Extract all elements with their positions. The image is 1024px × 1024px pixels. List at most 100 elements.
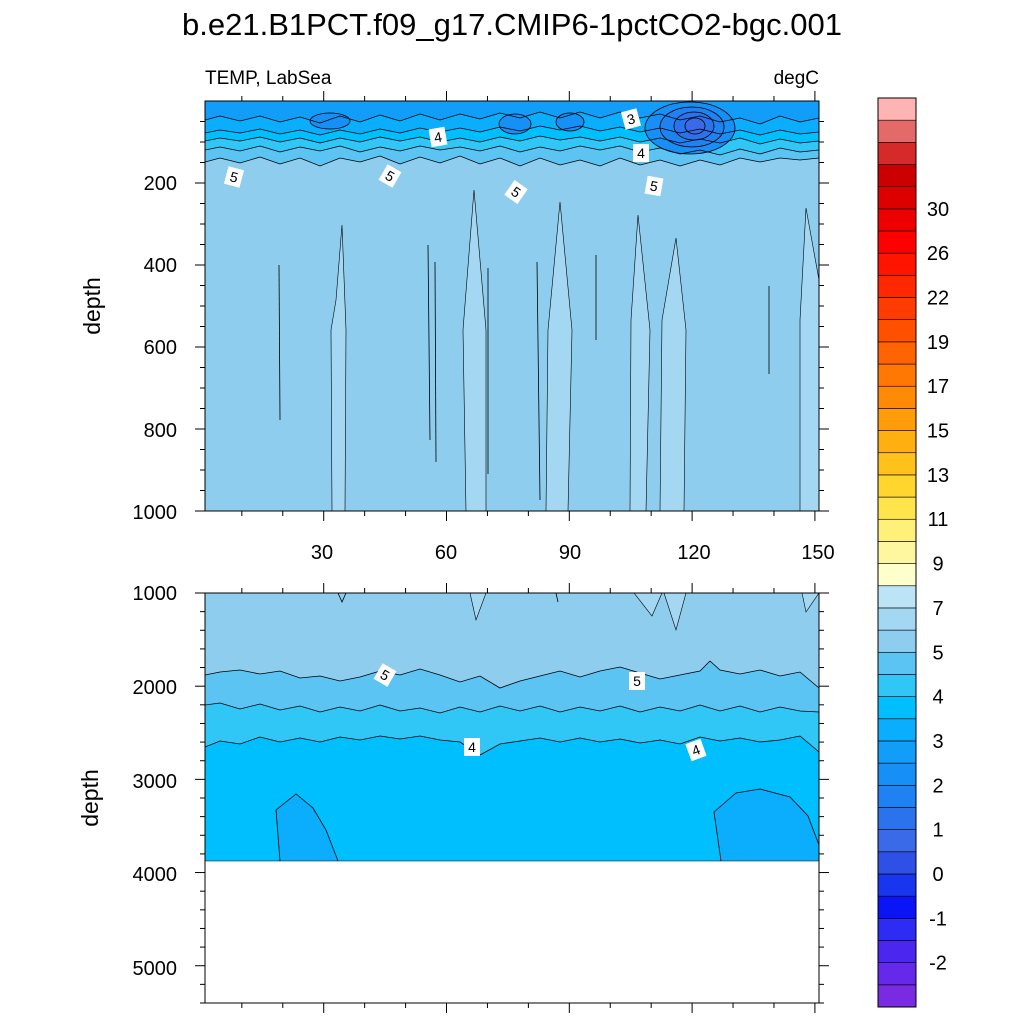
- top-y-tick-1000: 1000: [133, 502, 178, 524]
- colorbar-label: 11: [928, 509, 949, 531]
- colorbar-label: 19: [927, 332, 949, 354]
- contour-label: 4: [685, 738, 707, 762]
- bottom-warm-tongue-2: [633, 593, 663, 617]
- colorbar-label: 22: [927, 288, 949, 310]
- colorbar-cell: [877, 275, 917, 298]
- variable-label: TEMP, LabSea: [205, 68, 332, 89]
- colorbar-label: 17: [927, 376, 949, 398]
- warm-column-1: [330, 224, 347, 511]
- axis-tick-marks: [195, 91, 829, 1013]
- cold-pocket-3: [310, 113, 350, 129]
- contour-label: 3: [620, 108, 642, 130]
- colorbar-cell: [877, 164, 917, 187]
- top-x-tick-30: 30: [311, 542, 333, 564]
- top-y-tick-600: 600: [144, 337, 177, 359]
- colorbar-cell: [877, 829, 917, 853]
- cold-pocket-1: [499, 114, 531, 134]
- bottom-warm-tongue-1: [469, 593, 487, 622]
- contour-label: 4: [464, 738, 480, 756]
- warm-column-3: [545, 201, 573, 511]
- colorbar-label: 15: [927, 421, 949, 443]
- top-contour-labels: 3 4 4 5 5 5 5: [223, 108, 664, 204]
- colorbar-cell: [877, 363, 917, 387]
- colorbar-cell: [877, 252, 917, 276]
- top-y-tick-400: 400: [144, 255, 177, 277]
- contour-label: 5: [644, 175, 664, 197]
- top-x-tick-120: 120: [677, 542, 710, 564]
- top-y-axis-label: depth: [79, 277, 105, 335]
- colorbar-labels: -2 -1 0 1 2 3 4 5 7 9 11 13 15 17 19 22 26 30: [927, 199, 949, 975]
- top-contour-lines: [205, 101, 819, 501]
- cold-core-center: [685, 118, 705, 134]
- warm-column-6: [799, 207, 819, 511]
- colorbar-cell: [877, 385, 917, 409]
- bottom-fill-35-left: [276, 794, 338, 861]
- bottom-panel: 1000 2000 3000 4000 5000 depth 5 5 4 4: [77, 583, 820, 1004]
- colorbar-cell: [877, 319, 917, 343]
- colorbar-cell: [877, 230, 917, 254]
- top-panel: 30 60 90 120 150 200 400 600 800 1000 de…: [79, 100, 835, 564]
- colorbar-cells: [877, 97, 917, 1008]
- bottom-fill-4: [205, 736, 819, 861]
- colorbar-cell: [877, 297, 917, 321]
- top-fill-base: [205, 101, 819, 511]
- colorbar-label: -2: [929, 953, 947, 975]
- units-label: degC: [774, 68, 819, 89]
- warm-column-2: [462, 189, 487, 511]
- colorbar-cell: [877, 918, 917, 941]
- top-y-tick-800: 800: [144, 420, 177, 442]
- colorbar-label: 13: [927, 465, 949, 487]
- bottom-contour-labels: 5 5 4 4: [373, 663, 707, 762]
- colorbar-cell: [877, 629, 917, 653]
- bottom-y-tick-2000: 2000: [133, 677, 178, 699]
- warm-column-4: [629, 214, 651, 511]
- bottom-y-tick-labels: 1000 2000 3000 4000 5000: [133, 583, 178, 980]
- colorbar-cell: [877, 984, 917, 1008]
- top-y-tick-200: 200: [144, 173, 177, 195]
- colorbar-label: 0: [932, 864, 943, 886]
- colorbar-cell: [877, 895, 917, 919]
- colorbar-cell: [877, 430, 917, 454]
- top-y-tick-labels: 200 400 600 800 1000: [133, 173, 178, 524]
- svg-text:4: 4: [468, 739, 476, 755]
- contour-label: 5: [629, 672, 645, 690]
- colorbar: -2 -1 0 1 2 3 4 5 7 9 11 13 15 17 19 22 26 30: [877, 97, 949, 1008]
- colorbar-cell: [877, 962, 917, 986]
- bottom-fill-35-right: [714, 789, 819, 861]
- bottom-y-tick-1000: 1000: [133, 583, 178, 605]
- contour-label: 5: [373, 663, 397, 687]
- colorbar-label: 9: [932, 554, 943, 576]
- svg-text:4: 4: [637, 145, 645, 161]
- top-x-tick-90: 90: [559, 542, 581, 564]
- svg-text:5: 5: [228, 168, 240, 186]
- colorbar-cell: [877, 851, 917, 875]
- colorbar-cell: [877, 474, 917, 498]
- colorbar-cell: [877, 651, 917, 675]
- colorbar-cell: [877, 585, 917, 609]
- bottom-warm-tongue-4: [801, 593, 819, 613]
- warm-column-5: [659, 237, 687, 511]
- colorbar-cell: [877, 496, 917, 520]
- colorbar-label: 1: [932, 820, 943, 842]
- colorbar-cell: [877, 718, 917, 742]
- colorbar-frame: [877, 97, 917, 1008]
- bottom-contour-lines: [205, 593, 819, 862]
- contour-label: 4: [428, 126, 448, 148]
- colorbar-cell: [877, 607, 917, 631]
- contour-label: 5: [223, 166, 245, 188]
- bottom-y-tick-3000: 3000: [133, 771, 178, 793]
- colorbar-cell: [877, 940, 917, 963]
- colorbar-cell: [877, 142, 917, 165]
- svg-text:5: 5: [633, 673, 641, 689]
- svg-text:3: 3: [625, 110, 637, 128]
- colorbar-cell: [877, 518, 917, 542]
- colorbar-cell: [877, 186, 917, 210]
- colorbar-label: -1: [929, 908, 947, 930]
- svg-text:4: 4: [433, 128, 444, 145]
- top-x-tick-150: 150: [801, 542, 834, 564]
- colorbar-label: 5: [932, 642, 943, 664]
- colorbar-cell: [877, 873, 917, 897]
- colorbar-cell: [877, 563, 917, 587]
- colorbar-cell: [877, 784, 917, 808]
